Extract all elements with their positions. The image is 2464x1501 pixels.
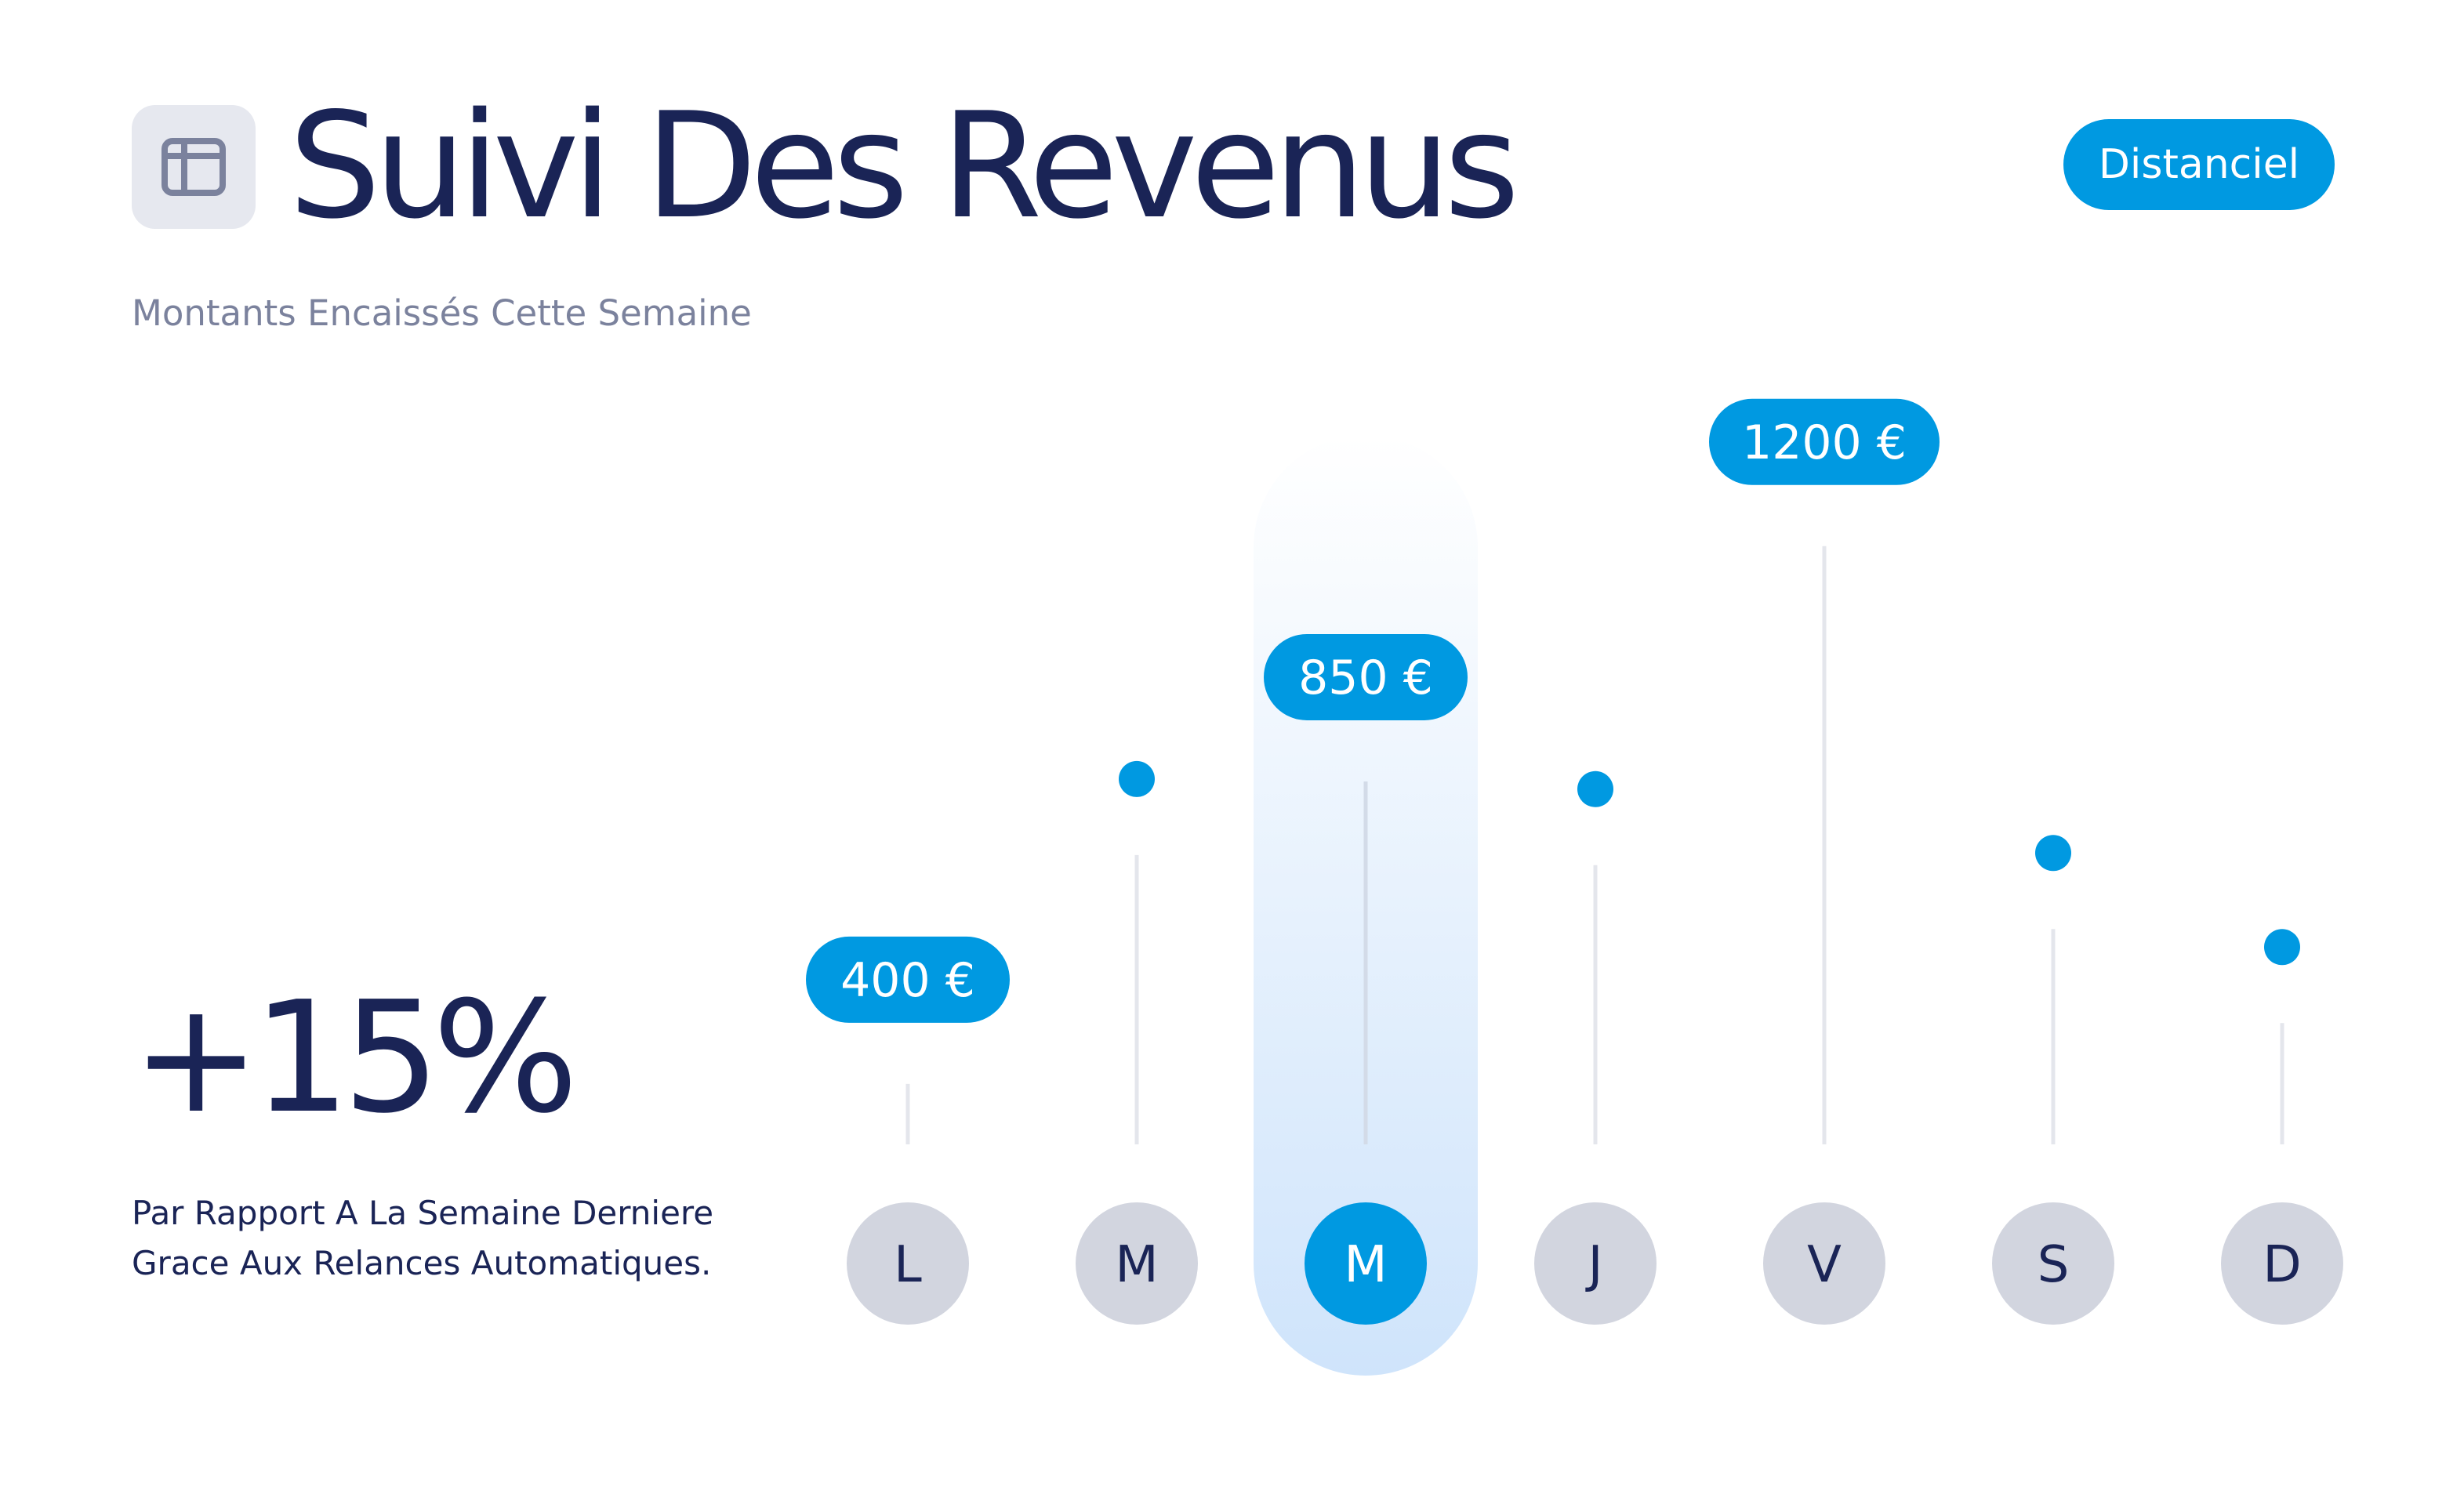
value-pill: [1264, 633, 1468, 720]
kpi-caption: Par Rapport A La Semaine Derniere Grace …: [132, 1194, 714, 1282]
data-point: [2035, 835, 2071, 872]
page-title: Suivi Des Revenus: [288, 81, 1520, 251]
sidebar-layout-icon: [161, 138, 226, 196]
day-label: V: [1807, 1236, 1842, 1294]
data-point: [2264, 929, 2300, 966]
day-label: M: [1115, 1236, 1158, 1294]
app-icon-tile: [132, 105, 256, 229]
data-point: [1119, 760, 1155, 797]
day-circle[interactable]: [1076, 1202, 1198, 1325]
day-label: J: [1585, 1236, 1603, 1294]
value-pill: [1709, 398, 1940, 485]
day-circle[interactable]: [847, 1202, 969, 1325]
day-label: S: [2038, 1236, 2070, 1294]
day-circle[interactable]: [2221, 1202, 2343, 1325]
data-point: [1577, 770, 1613, 807]
day-circle[interactable]: [1534, 1202, 1657, 1325]
day-label: M: [1344, 1236, 1387, 1294]
value-label: 1200 €: [1742, 415, 1907, 470]
page-subtitle: Montants Encaissés Cette Semaine: [132, 292, 752, 334]
mode-badge[interactable]: Distanciel: [2063, 119, 2335, 210]
value-label: 850 €: [1298, 651, 1433, 705]
day-circle[interactable]: [1992, 1202, 2114, 1325]
day-label: D: [2263, 1236, 2301, 1294]
day-circle[interactable]: [1763, 1202, 1885, 1325]
day-label: L: [894, 1236, 922, 1294]
day-circle[interactable]: [1305, 1202, 1427, 1325]
value-label: 400 €: [840, 953, 975, 1008]
kpi-value: +15%: [132, 969, 579, 1148]
value-pill: [806, 936, 1010, 1023]
